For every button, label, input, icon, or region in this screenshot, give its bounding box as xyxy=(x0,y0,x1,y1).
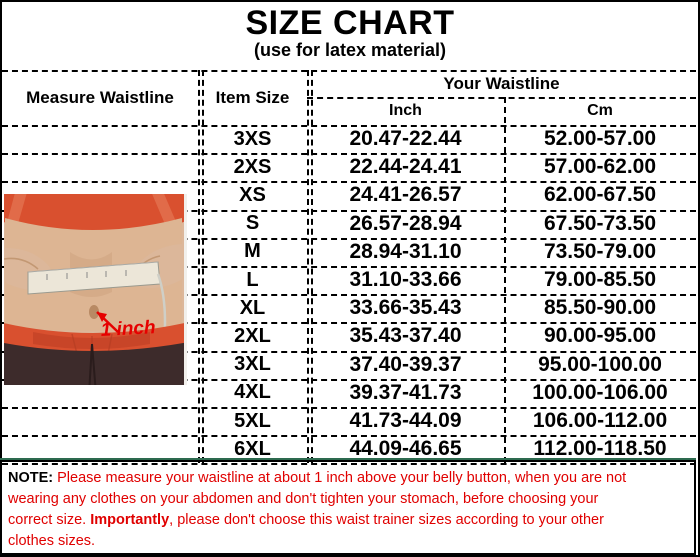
svg-text:1 inch: 1 inch xyxy=(100,317,156,341)
